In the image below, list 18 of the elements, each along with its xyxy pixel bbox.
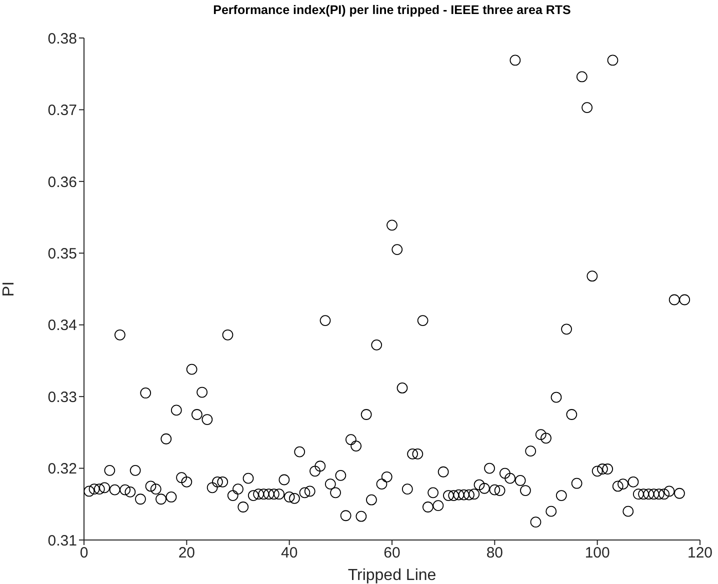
y-tick-label: 0.38	[48, 30, 77, 48]
y-axis-title: PI	[0, 281, 18, 297]
x-tick-label: 120	[687, 544, 713, 562]
chart-title: Performance index(PI) per line tripped - IEEE three area RTS	[212, 3, 572, 17]
x-tick-label: 100	[584, 544, 610, 562]
y-tick-label: 0.36	[48, 174, 77, 191]
x-tick-label: 0	[80, 544, 88, 562]
y-tick-label: 0.32	[48, 460, 77, 478]
y-tick-label: 0.31	[48, 532, 77, 550]
x-axis-title: Tripped Line	[348, 567, 436, 584]
y-tick-label: 0.35	[48, 245, 77, 262]
x-tick-label: 20	[178, 544, 196, 562]
x-tick-label: 60	[384, 544, 400, 562]
x-tick-label: 40	[280, 544, 298, 562]
y-tick-label: 0.37	[48, 102, 77, 120]
y-tick-label: 0.33	[48, 388, 77, 406]
x-tick-label: 80	[486, 544, 504, 562]
y-tick-label: 0.34	[48, 317, 77, 334]
